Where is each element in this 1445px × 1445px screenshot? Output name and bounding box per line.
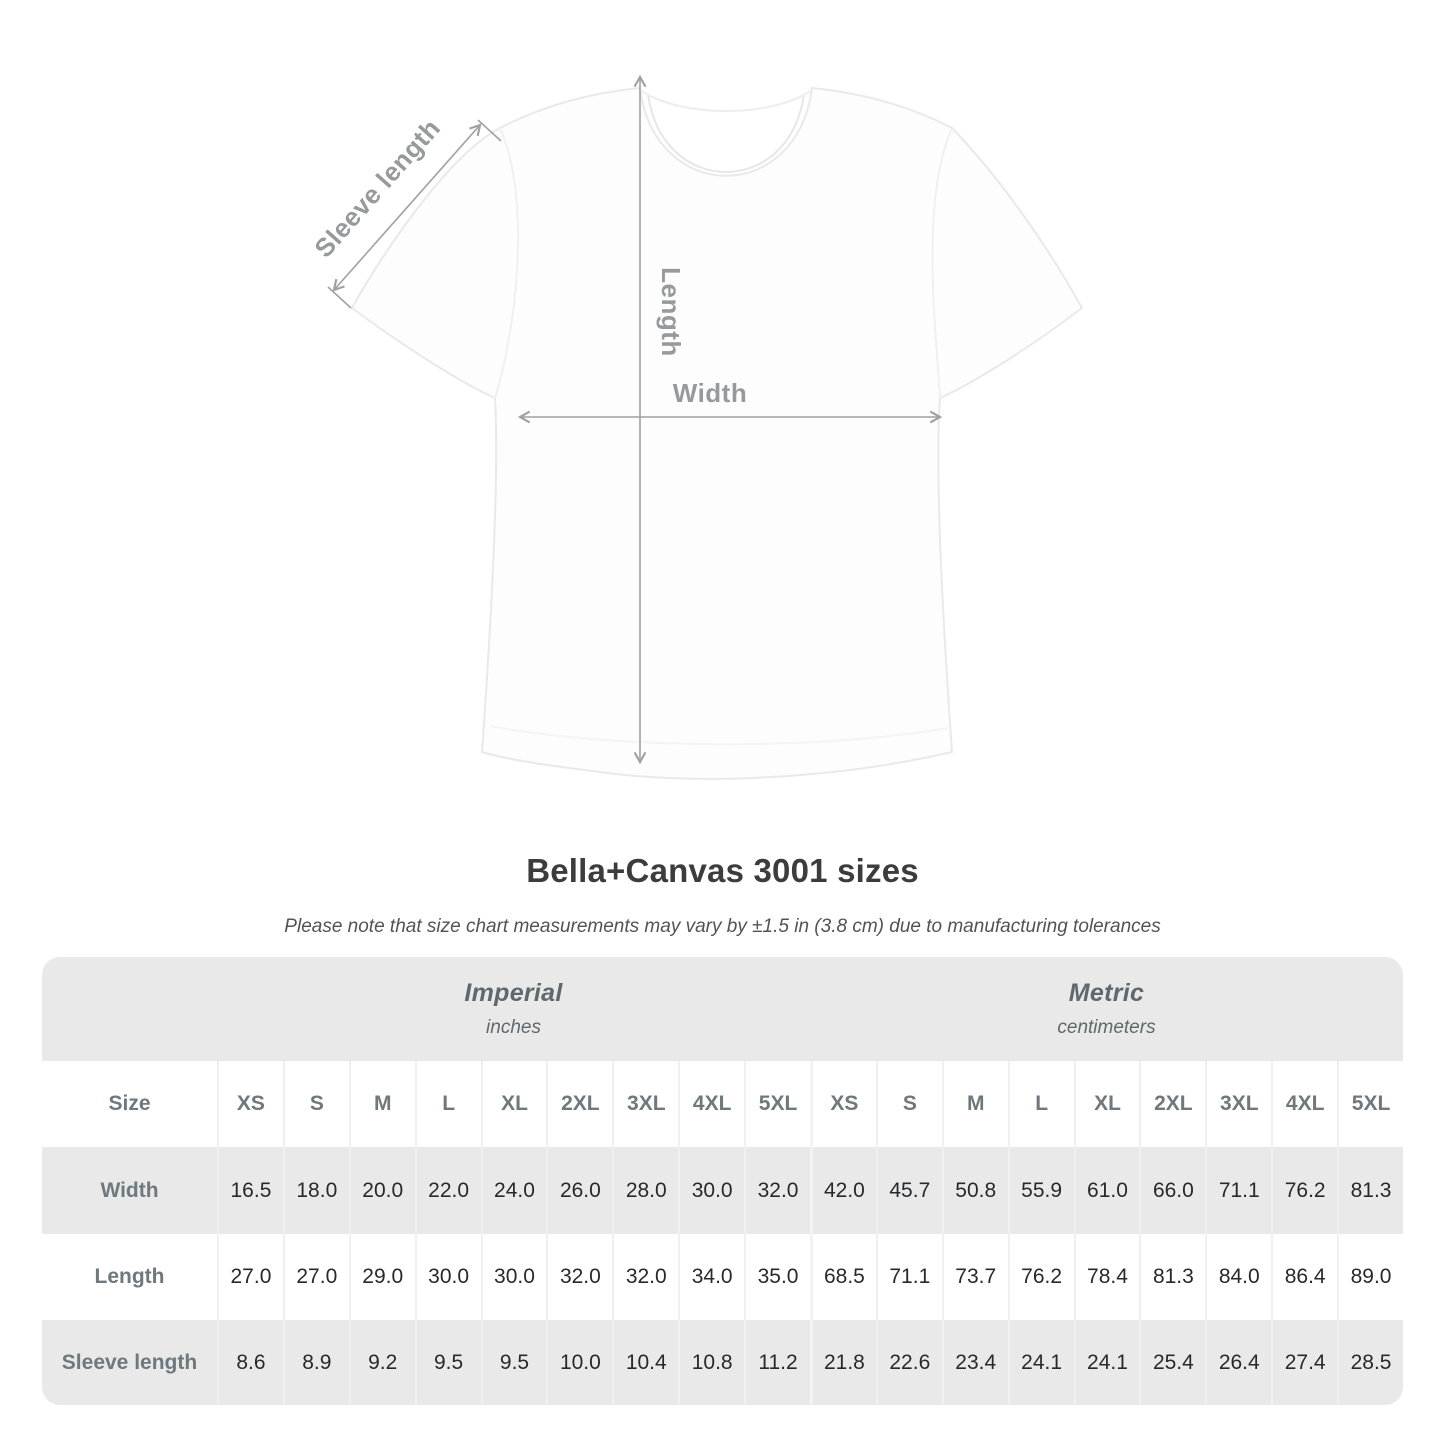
tshirt-collar: [647, 93, 805, 173]
tshirt-body: [350, 86, 1084, 780]
sleeve-cm-m: 23.4: [941, 1320, 1008, 1405]
sleeve-cm-4xl: 27.4: [1271, 1320, 1338, 1405]
tshirt-armhole-right: [931, 127, 953, 399]
page-title: Bella+Canvas 3001 sizes: [526, 852, 919, 889]
width-cm-5xl: 81.3: [1337, 1147, 1403, 1234]
tshirt-illustration: Width Length Sleeve length: [280, 50, 1120, 810]
length-in-s: 27.0: [282, 1234, 349, 1320]
length-cm-5xl: 89.0: [1337, 1234, 1403, 1320]
size-chart-table: Imperial inches Metric centimeters Size …: [42, 957, 1403, 1405]
tshirt-hem-fold: [489, 725, 949, 746]
width-in-m: 20.0: [348, 1147, 415, 1234]
size-metric-s: S: [875, 1061, 942, 1147]
sleeve-cm-s: 22.6: [875, 1320, 942, 1405]
length-cm-xs: 68.5: [809, 1234, 876, 1320]
row-label-sleeve-length: Sleeve length: [42, 1320, 217, 1405]
imperial-unit: inches: [486, 1017, 541, 1038]
metric-unit: centimeters: [1057, 1017, 1156, 1038]
width-in-l: 22.0: [414, 1147, 481, 1234]
length-cm-l: 76.2: [1007, 1234, 1074, 1320]
metric-header: Metric centimeters: [809, 957, 1403, 1061]
tolerance-note: Please note that size chart measurements…: [284, 916, 1161, 937]
size-imperial-m: M: [348, 1061, 415, 1147]
length-in-3xl: 32.0: [612, 1234, 679, 1320]
width-cm-xs: 42.0: [809, 1147, 876, 1234]
size-metric-3xl: 3XL: [1205, 1061, 1272, 1147]
width-cm-xl: 61.0: [1073, 1147, 1140, 1234]
width-cm-4xl: 76.2: [1271, 1147, 1338, 1234]
band-corner: [42, 957, 217, 1061]
tshirt-back-neck: [639, 89, 813, 112]
sleeve-in-xs: 8.6: [217, 1320, 283, 1405]
size-imperial-xl: XL: [480, 1061, 547, 1147]
length-cm-s: 71.1: [875, 1234, 942, 1320]
length-cm-2xl: 81.3: [1139, 1234, 1206, 1320]
metric-title: Metric: [1068, 979, 1145, 1007]
width-in-xl: 24.0: [480, 1147, 547, 1234]
sleeve-in-4xl: 10.8: [678, 1320, 745, 1405]
width-in-3xl: 28.0: [612, 1147, 679, 1234]
width-cm-s: 45.7: [875, 1147, 942, 1234]
length-in-l: 30.0: [414, 1234, 481, 1320]
sleeve-cm-l: 24.1: [1007, 1320, 1074, 1405]
size-metric-2xl: 2XL: [1139, 1061, 1206, 1147]
sleeve-arrow: [327, 119, 502, 309]
width-cm-m: 50.8: [941, 1147, 1008, 1234]
width-cm-2xl: 66.0: [1139, 1147, 1206, 1234]
imperial-header: Imperial inches: [217, 957, 810, 1061]
width-in-xs: 16.5: [217, 1147, 283, 1234]
row-label-width: Width: [42, 1147, 217, 1234]
size-imperial-4xl: 4XL: [678, 1061, 745, 1147]
size-metric-xl: XL: [1073, 1061, 1140, 1147]
size-metric-4xl: 4XL: [1271, 1061, 1338, 1147]
length-cm-m: 73.7: [941, 1234, 1008, 1320]
sleeve-cm-xl: 24.1: [1073, 1320, 1140, 1405]
size-imperial-l: L: [414, 1061, 481, 1147]
sleeve-in-xl: 9.5: [480, 1320, 547, 1405]
length-in-4xl: 34.0: [678, 1234, 745, 1320]
size-imperial-5xl: 5XL: [744, 1061, 810, 1147]
size-imperial-xs: XS: [217, 1061, 283, 1147]
width-in-s: 18.0: [282, 1147, 349, 1234]
tshirt-diagram-svg: Width Length Sleeve length: [308, 74, 1084, 780]
width-in-2xl: 26.0: [546, 1147, 613, 1234]
length-cm-3xl: 84.0: [1205, 1234, 1272, 1320]
width-in-4xl: 30.0: [678, 1147, 745, 1234]
width-cm-3xl: 71.1: [1205, 1147, 1272, 1234]
sleeve-in-l: 9.5: [414, 1320, 481, 1405]
sleeve-cm-xs: 21.8: [809, 1320, 876, 1405]
length-cm-4xl: 86.4: [1271, 1234, 1338, 1320]
length-label: Length: [656, 267, 686, 357]
size-metric-l: L: [1007, 1061, 1074, 1147]
sleeve-in-s: 8.9: [282, 1320, 349, 1405]
sleeve-cm-3xl: 26.4: [1205, 1320, 1272, 1405]
length-in-xl: 30.0: [480, 1234, 547, 1320]
sleeve-cm-5xl: 28.5: [1337, 1320, 1403, 1405]
sleeve-in-m: 9.2: [348, 1320, 415, 1405]
size-metric-m: M: [941, 1061, 1008, 1147]
size-imperial-3xl: 3XL: [612, 1061, 679, 1147]
sleeve-cm-2xl: 25.4: [1139, 1320, 1206, 1405]
tshirt-armhole-left: [494, 127, 520, 399]
size-column-header: Size: [42, 1061, 217, 1147]
row-label-length: Length: [42, 1234, 217, 1320]
length-in-xs: 27.0: [217, 1234, 283, 1320]
size-metric-5xl: 5XL: [1337, 1061, 1403, 1147]
size-imperial-s: S: [282, 1061, 349, 1147]
length-in-2xl: 32.0: [546, 1234, 613, 1320]
length-in-5xl: 35.0: [744, 1234, 810, 1320]
size-metric-xs: XS: [809, 1061, 876, 1147]
length-cm-xl: 78.4: [1073, 1234, 1140, 1320]
size-imperial-2xl: 2XL: [546, 1061, 613, 1147]
width-in-5xl: 32.0: [744, 1147, 810, 1234]
imperial-title: Imperial: [464, 979, 563, 1007]
width-label: Width: [673, 378, 747, 408]
length-in-m: 29.0: [348, 1234, 415, 1320]
sleeve-in-2xl: 10.0: [546, 1320, 613, 1405]
width-cm-l: 55.9: [1007, 1147, 1074, 1234]
sleeve-in-5xl: 11.2: [744, 1320, 810, 1405]
sleeve-in-3xl: 10.4: [612, 1320, 679, 1405]
